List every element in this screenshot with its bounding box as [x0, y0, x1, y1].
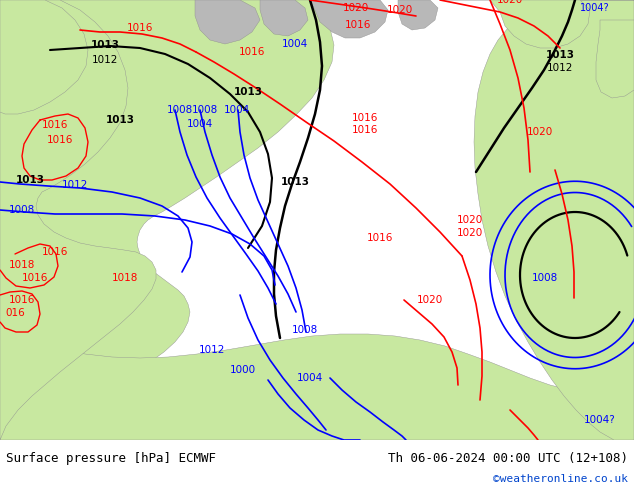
Text: 1016: 1016	[42, 247, 68, 257]
Polygon shape	[596, 20, 634, 98]
Text: 1000: 1000	[230, 365, 256, 375]
Text: 1008: 1008	[532, 273, 558, 283]
Text: 1016: 1016	[127, 23, 153, 33]
Polygon shape	[195, 0, 260, 44]
Text: 1012: 1012	[547, 63, 573, 73]
Text: 1016: 1016	[42, 120, 68, 130]
Polygon shape	[0, 0, 156, 440]
Text: 1016: 1016	[352, 125, 378, 135]
Text: 1016: 1016	[22, 273, 48, 283]
Text: 1004: 1004	[187, 119, 213, 129]
Polygon shape	[310, 0, 388, 38]
Text: 1020: 1020	[417, 295, 443, 305]
Text: 1016: 1016	[367, 233, 393, 243]
Text: 1016: 1016	[239, 47, 265, 57]
Text: 1004: 1004	[282, 39, 308, 49]
Text: 1004: 1004	[224, 105, 250, 115]
Text: 1004?: 1004?	[584, 415, 616, 425]
Text: 1013: 1013	[233, 87, 262, 97]
Text: 1012: 1012	[92, 55, 118, 65]
Polygon shape	[0, 300, 634, 440]
Text: 1020: 1020	[497, 0, 523, 5]
Text: 1020: 1020	[387, 5, 413, 15]
Text: 1013: 1013	[91, 40, 119, 50]
Text: 1016: 1016	[47, 135, 73, 145]
Text: 1013: 1013	[545, 50, 574, 60]
Polygon shape	[490, 0, 590, 48]
Text: ©weatheronline.co.uk: ©weatheronline.co.uk	[493, 474, 628, 484]
Text: 1012: 1012	[199, 345, 225, 355]
Text: 1020: 1020	[457, 215, 483, 225]
Text: 1012: 1012	[61, 180, 88, 190]
Text: 1016: 1016	[352, 113, 378, 123]
Polygon shape	[0, 0, 88, 114]
Text: Surface pressure [hPa] ECMWF: Surface pressure [hPa] ECMWF	[6, 452, 216, 465]
Text: 1020: 1020	[457, 228, 483, 238]
Text: 1008: 1008	[292, 325, 318, 335]
Polygon shape	[260, 0, 308, 36]
Polygon shape	[0, 0, 334, 440]
Text: 1004: 1004	[297, 373, 323, 383]
Text: 1018: 1018	[112, 273, 138, 283]
Text: 1013: 1013	[105, 115, 134, 125]
Text: 1016: 1016	[9, 295, 36, 305]
Polygon shape	[398, 0, 438, 30]
Text: Th 06-06-2024 00:00 UTC (12+108): Th 06-06-2024 00:00 UTC (12+108)	[388, 452, 628, 465]
Text: 1008: 1008	[9, 205, 35, 215]
Polygon shape	[440, 0, 634, 440]
Text: 1013: 1013	[15, 175, 44, 185]
Text: 1020: 1020	[527, 127, 553, 137]
Text: 1008: 1008	[192, 105, 218, 115]
Text: 1020: 1020	[343, 3, 369, 13]
Text: 1013: 1013	[280, 177, 309, 187]
Text: 1004?: 1004?	[580, 3, 610, 13]
Text: 016: 016	[5, 308, 25, 318]
Text: 1018: 1018	[9, 260, 36, 270]
Text: 1008: 1008	[167, 105, 193, 115]
Text: 1016: 1016	[345, 20, 371, 30]
